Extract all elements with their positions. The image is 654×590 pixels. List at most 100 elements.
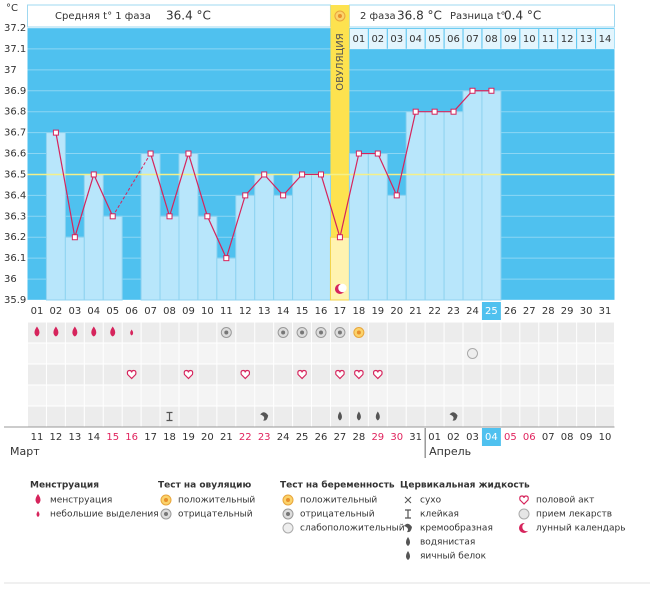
event-marker: [166, 411, 173, 422]
legend-icon: [405, 509, 411, 519]
event-marker: [130, 329, 134, 336]
marker-cell: [577, 343, 596, 364]
phase2-day-label: 03: [390, 34, 403, 45]
temperature-point: [223, 255, 230, 262]
date-label: 13: [68, 432, 81, 443]
bar: [102, 215, 123, 301]
icon-shape: [338, 283, 347, 293]
y-tick-label: 37.1: [4, 44, 26, 55]
marker-cell: [577, 385, 596, 406]
legend-icon: [282, 522, 294, 534]
marker-cell: [539, 343, 558, 364]
temperature-point: [147, 150, 154, 157]
bar: [367, 153, 388, 301]
phase2-day-label: 10: [523, 34, 536, 45]
icon-shape: [404, 496, 412, 504]
marker-cell: [46, 385, 65, 406]
marker-cell: [501, 385, 520, 406]
date-label: 26: [315, 432, 328, 443]
icon-shape: [130, 329, 134, 336]
date-label: 19: [182, 432, 195, 443]
bar: [216, 257, 237, 301]
temperature-point: [374, 150, 381, 157]
marker-cell: [160, 385, 179, 406]
temperature-point: [318, 171, 324, 178]
marker-cell: [141, 343, 160, 364]
event-marker: [53, 326, 59, 337]
y-axis-label: °C: [6, 3, 18, 14]
marker-cell: [539, 385, 558, 406]
icon-shape: [335, 369, 345, 380]
date-label: 07: [542, 432, 555, 443]
marker-cell: [141, 364, 160, 385]
bar: [273, 194, 294, 301]
legend-icon: [406, 537, 410, 546]
temperature-point: [355, 150, 362, 157]
marker-cell: [103, 364, 122, 385]
y-tick-label: 37: [4, 65, 17, 76]
bar: [254, 173, 275, 301]
marker-cell: [387, 385, 406, 406]
marker-cell: [596, 343, 614, 364]
y-tick-label: 36.8: [4, 107, 26, 118]
cycle-day-label: 13: [258, 306, 271, 317]
y-tick-label: 35.9: [4, 295, 26, 306]
marker-cell: [425, 385, 444, 406]
date-label: 20: [201, 432, 214, 443]
phase2-day-label: 09: [504, 34, 517, 45]
date-label: 06: [523, 432, 536, 443]
cycle-day-label: 31: [599, 306, 612, 317]
icon-shape: [297, 369, 307, 380]
marker-cell: [406, 343, 425, 364]
legend-label: небольшие выделения: [50, 510, 159, 520]
date-label: 23: [258, 432, 271, 443]
date-label: 27: [334, 432, 347, 443]
phase2-day-cell: [463, 29, 482, 49]
temperature-point: [90, 171, 97, 178]
marker-cell: [577, 322, 596, 343]
temperature-point: [488, 87, 495, 94]
legend-label: клейкая: [420, 510, 459, 520]
cycle-day-label: 03: [68, 306, 81, 317]
cycle-day-label: 28: [542, 306, 555, 317]
marker-cell: [577, 364, 596, 385]
marker-cell: [577, 406, 596, 427]
cycle-day-label: 21: [409, 306, 422, 317]
marker-cell: [103, 343, 122, 364]
marker-cell: [387, 343, 406, 364]
marker-cell: [236, 322, 255, 343]
phase2-day-label: 05: [428, 34, 441, 45]
icon-shape: [372, 369, 383, 380]
marker-cell: [596, 364, 614, 385]
marker-cell: [217, 385, 236, 406]
bar: [235, 194, 256, 301]
marker-cell: [141, 406, 160, 427]
bar: [424, 111, 445, 301]
legend-title: Менструация: [30, 481, 99, 491]
marker-cell: [444, 322, 463, 343]
marker-cell: [482, 322, 501, 343]
event-marker: [466, 348, 478, 359]
legend-icon: [518, 508, 530, 520]
phase2-day-cell: [368, 29, 387, 49]
icon-shape: [406, 537, 410, 546]
marker-cell: [387, 406, 406, 427]
marker-cell: [122, 343, 141, 364]
y-tick-label: 36.5: [4, 169, 26, 180]
marker-cell: [520, 343, 539, 364]
y-tick-label: 36.4: [4, 190, 26, 201]
cycle-day-label: 19: [371, 306, 384, 317]
icon-shape: [35, 494, 41, 504]
icon-shape: [34, 326, 40, 337]
marker-cell: [198, 343, 217, 364]
marker-cell: [312, 364, 330, 385]
icon-shape: [240, 369, 251, 380]
legend-icon: [160, 494, 172, 506]
marker-cell: [274, 406, 293, 427]
marker-cell: [463, 406, 482, 427]
event-marker: [449, 412, 458, 421]
icon-shape: [36, 511, 40, 517]
legend-icon: [36, 511, 40, 517]
marker-cell: [406, 364, 425, 385]
icon-shape: [337, 14, 342, 18]
